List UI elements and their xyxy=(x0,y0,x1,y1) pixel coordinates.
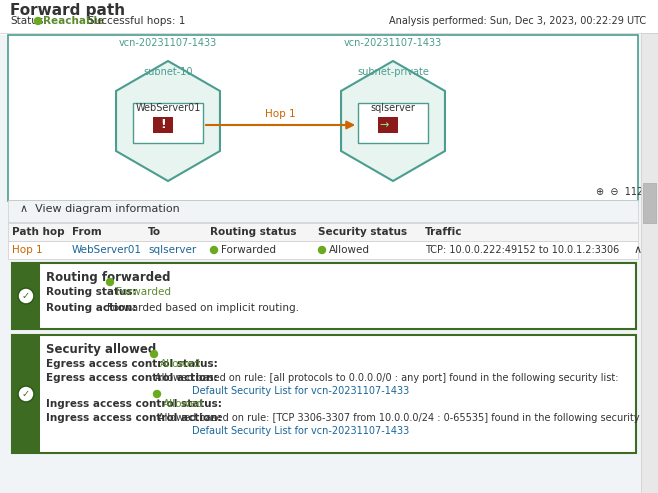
Text: ✓: ✓ xyxy=(22,389,30,399)
Text: Allowed based on rule: [TCP 3306-3307 from 10.0.0.0/24 : 0-65535] found in the f: Allowed based on rule: [TCP 3306-3307 fr… xyxy=(158,413,658,423)
Text: Successful hops: 1: Successful hops: 1 xyxy=(88,16,186,26)
FancyBboxPatch shape xyxy=(358,103,428,143)
Circle shape xyxy=(151,351,157,357)
Text: Routing status:: Routing status: xyxy=(46,287,137,297)
Text: Allowed: Allowed xyxy=(329,245,370,255)
FancyBboxPatch shape xyxy=(0,0,658,35)
Text: subnet-private: subnet-private xyxy=(357,67,429,77)
Text: Routing forwarded: Routing forwarded xyxy=(46,271,170,284)
FancyBboxPatch shape xyxy=(643,183,656,223)
FancyBboxPatch shape xyxy=(8,241,638,259)
Text: Ingress access control status:: Ingress access control status: xyxy=(46,399,222,409)
FancyBboxPatch shape xyxy=(641,33,658,493)
Text: Analysis performed: Sun, Dec 3, 2023, 00:22:29 UTC: Analysis performed: Sun, Dec 3, 2023, 00… xyxy=(389,16,646,26)
FancyBboxPatch shape xyxy=(133,103,203,143)
Circle shape xyxy=(18,386,34,402)
FancyBboxPatch shape xyxy=(12,335,636,453)
Text: Allowed: Allowed xyxy=(163,399,204,409)
Text: Routing status: Routing status xyxy=(210,227,297,237)
Text: Forwarded: Forwarded xyxy=(116,287,171,297)
Text: Security allowed: Security allowed xyxy=(46,343,156,356)
Text: subnet-10: subnet-10 xyxy=(143,67,193,77)
Text: Ingress access control action:: Ingress access control action: xyxy=(46,413,222,423)
Text: Allowed based on rule: [all protocols to 0.0.0.0/0 : any port] found in the foll: Allowed based on rule: [all protocols to… xyxy=(155,373,619,383)
Circle shape xyxy=(20,387,32,400)
FancyBboxPatch shape xyxy=(12,263,636,329)
Text: Default Security List for vcn-20231107-1433: Default Security List for vcn-20231107-1… xyxy=(192,386,409,396)
Circle shape xyxy=(20,289,32,303)
Text: Forwarded based on implicit routing.: Forwarded based on implicit routing. xyxy=(107,303,299,313)
FancyBboxPatch shape xyxy=(12,263,40,329)
Text: !: ! xyxy=(160,118,166,132)
Text: Egress access control status:: Egress access control status: xyxy=(46,359,218,369)
FancyBboxPatch shape xyxy=(153,117,173,133)
Text: Forwarded: Forwarded xyxy=(221,245,276,255)
Text: Allowed: Allowed xyxy=(160,359,201,369)
Text: To: To xyxy=(148,227,161,237)
Polygon shape xyxy=(341,61,445,181)
Circle shape xyxy=(211,246,218,253)
FancyBboxPatch shape xyxy=(8,35,638,201)
Text: Egress access control action:: Egress access control action: xyxy=(46,373,218,383)
Circle shape xyxy=(153,390,161,397)
Text: Security status: Security status xyxy=(318,227,407,237)
Text: Routing action:: Routing action: xyxy=(46,303,136,313)
Text: sqlserver: sqlserver xyxy=(148,245,196,255)
Circle shape xyxy=(107,279,113,285)
Text: Hop 1: Hop 1 xyxy=(12,245,43,255)
Text: WebServer01: WebServer01 xyxy=(72,245,142,255)
Circle shape xyxy=(18,288,34,304)
Text: sqlserver: sqlserver xyxy=(370,103,415,113)
FancyBboxPatch shape xyxy=(8,200,638,222)
Text: ✓: ✓ xyxy=(22,291,30,301)
Text: Traffic: Traffic xyxy=(425,227,463,237)
Circle shape xyxy=(34,17,41,25)
Text: ∧  View diagram information: ∧ View diagram information xyxy=(20,204,180,214)
Text: vcn-20231107-1433: vcn-20231107-1433 xyxy=(344,38,442,48)
Text: Reachable: Reachable xyxy=(43,16,104,26)
Text: →: → xyxy=(379,120,389,130)
Text: Path hop: Path hop xyxy=(12,227,64,237)
Text: vcn-20231107-1433: vcn-20231107-1433 xyxy=(119,38,217,48)
Text: Default Security List for vcn-20231107-1433: Default Security List for vcn-20231107-1… xyxy=(192,426,409,436)
Polygon shape xyxy=(116,61,220,181)
FancyBboxPatch shape xyxy=(12,335,40,453)
Text: WebServer01: WebServer01 xyxy=(136,103,201,113)
FancyBboxPatch shape xyxy=(378,117,398,133)
Text: Status:: Status: xyxy=(10,16,47,26)
Circle shape xyxy=(318,246,326,253)
FancyBboxPatch shape xyxy=(8,223,638,241)
Text: ⊕  ⊖  112 %: ⊕ ⊖ 112 % xyxy=(596,187,655,197)
Text: TCP: 10.0.0.222:49152 to 10.0.1.2:3306: TCP: 10.0.0.222:49152 to 10.0.1.2:3306 xyxy=(425,245,619,255)
Text: From: From xyxy=(72,227,102,237)
Text: ∧: ∧ xyxy=(634,245,642,255)
Text: Hop 1: Hop 1 xyxy=(265,109,295,119)
Text: Forward path: Forward path xyxy=(10,3,125,18)
